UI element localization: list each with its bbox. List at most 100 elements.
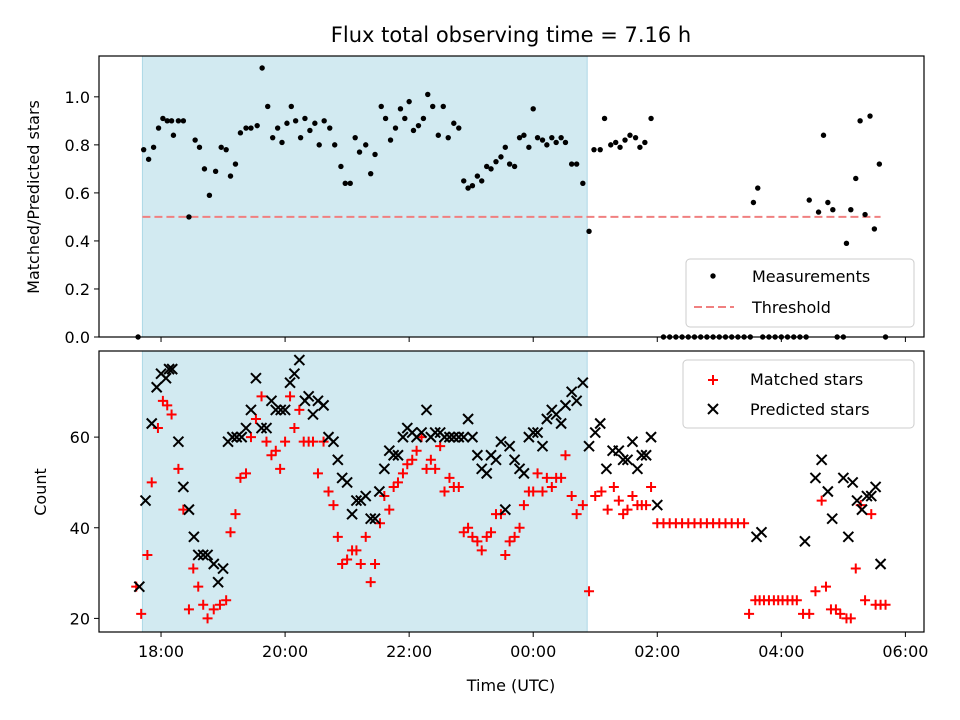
- matched-star-point: [407, 454, 418, 465]
- measurement-point: [164, 118, 170, 124]
- predicted-star-point: [172, 435, 185, 448]
- measurement-point: [526, 144, 532, 150]
- matched-star-point: [355, 559, 366, 570]
- predicted-star-point: [415, 426, 428, 439]
- predicted-star-point: [645, 431, 657, 443]
- matched-star-point: [250, 413, 261, 424]
- matched-star-point: [602, 504, 613, 515]
- measurement-point: [387, 137, 394, 143]
- predicted-star-point: [166, 363, 178, 375]
- matched-star-point: [241, 468, 252, 479]
- predicted-star-point: [317, 399, 330, 412]
- count-x-ticks: 18:00 20:00 22:00 00:00 02:00 04:00 06:00: [138, 632, 928, 661]
- measurement-point: [586, 228, 592, 235]
- matched-star-point: [245, 432, 256, 443]
- measurement-point: [321, 118, 327, 124]
- predicted-star-point: [822, 485, 834, 498]
- matched-legend-marker: [708, 375, 718, 385]
- matched-star-point: [744, 608, 755, 619]
- predicted-star-point: [341, 476, 353, 489]
- predicted-star-point: [397, 431, 409, 443]
- matched-star-point: [166, 409, 177, 420]
- measurement-point: [451, 120, 457, 126]
- measurement-point: [279, 139, 285, 146]
- predicted-star-point: [531, 426, 544, 439]
- predicted-star-point: [842, 531, 855, 543]
- measurement-point: [608, 142, 614, 148]
- matched-star-point: [225, 527, 236, 538]
- matched-star-point: [439, 486, 450, 497]
- predicted-star-point: [490, 454, 502, 466]
- matched-star-point: [504, 536, 515, 547]
- matched-star-point: [388, 481, 399, 492]
- measurement-point: [562, 139, 569, 146]
- measurement-point: [410, 127, 417, 134]
- measurement-point: [145, 156, 152, 162]
- predicted-star-point: [192, 549, 204, 561]
- ratio-legend: Measurements Threshold: [685, 258, 915, 328]
- matched-star-point: [453, 481, 464, 492]
- measurement-point: [613, 139, 619, 146]
- predicted-star-point: [577, 377, 589, 389]
- count-x-tick-label: 22:00: [386, 642, 432, 661]
- measurement-point: [265, 103, 271, 110]
- count-x-tick-label: 18:00: [138, 642, 184, 661]
- predicted-star-point: [387, 449, 400, 461]
- measurement-point: [292, 118, 299, 124]
- matched-star-point: [791, 595, 802, 606]
- ratio-axes-frame: [98, 55, 925, 338]
- measurement-point: [601, 115, 608, 122]
- matched-star-point: [270, 445, 281, 456]
- matched-star-point: [157, 395, 168, 406]
- predicted-star-point: [851, 494, 863, 507]
- predicted-star-point: [480, 467, 493, 480]
- measurement-point: [397, 106, 404, 112]
- observing-window-span: [141, 350, 588, 633]
- measurement-point: [248, 125, 254, 131]
- count-y-axis-label: Count: [31, 468, 50, 516]
- matched-star-point: [323, 486, 334, 497]
- matched-star-point: [472, 536, 483, 547]
- predicted-star-point: [240, 422, 252, 434]
- matched-star-point: [537, 486, 548, 497]
- ratio-y-tick-label: 0.0: [65, 328, 90, 347]
- matched-star-point: [560, 450, 571, 461]
- predicted-star-point: [369, 512, 381, 525]
- matched-star-point: [162, 400, 173, 411]
- measurement-points: [135, 65, 889, 340]
- matched-star-point: [402, 459, 413, 470]
- measurement-point: [269, 134, 276, 141]
- measurement-point: [521, 132, 527, 138]
- measurement-point: [648, 115, 654, 122]
- predicted-star-point: [212, 576, 224, 588]
- matched-star-point: [641, 500, 652, 511]
- measurement-point: [534, 134, 541, 141]
- measurement-point: [372, 151, 378, 158]
- measurement-point: [363, 142, 369, 148]
- measurement-point: [367, 170, 374, 177]
- predicted-star-point: [245, 404, 257, 416]
- measurement-point: [227, 173, 234, 179]
- measurement-point: [342, 180, 348, 186]
- measurement-point: [140, 146, 147, 153]
- predicted-star-point: [640, 449, 652, 461]
- predicted-star-point: [284, 377, 296, 389]
- measurement-point: [232, 161, 239, 167]
- predicted-star-point: [150, 381, 163, 393]
- measurement-point: [516, 134, 523, 141]
- ratio-y-axis-label: Matched/Predicted stars: [24, 100, 43, 294]
- ratio-y-tick-label: 0.4: [65, 232, 90, 251]
- matched-star-point: [384, 504, 395, 515]
- matched-legend-label: Matched stars: [750, 370, 863, 389]
- matched-star-point: [328, 500, 339, 511]
- predicted-star-point: [846, 476, 859, 489]
- measurement-point: [406, 98, 412, 105]
- matched-star-point: [810, 586, 821, 597]
- matched-star-point: [173, 463, 184, 474]
- measurement-point: [502, 144, 508, 150]
- measurement-point: [493, 158, 499, 165]
- measurements-legend-marker: [710, 273, 716, 279]
- ratio-y-tick-label: 0.6: [65, 184, 90, 203]
- predicted-star-point: [208, 558, 220, 570]
- matched-star-point: [866, 509, 877, 520]
